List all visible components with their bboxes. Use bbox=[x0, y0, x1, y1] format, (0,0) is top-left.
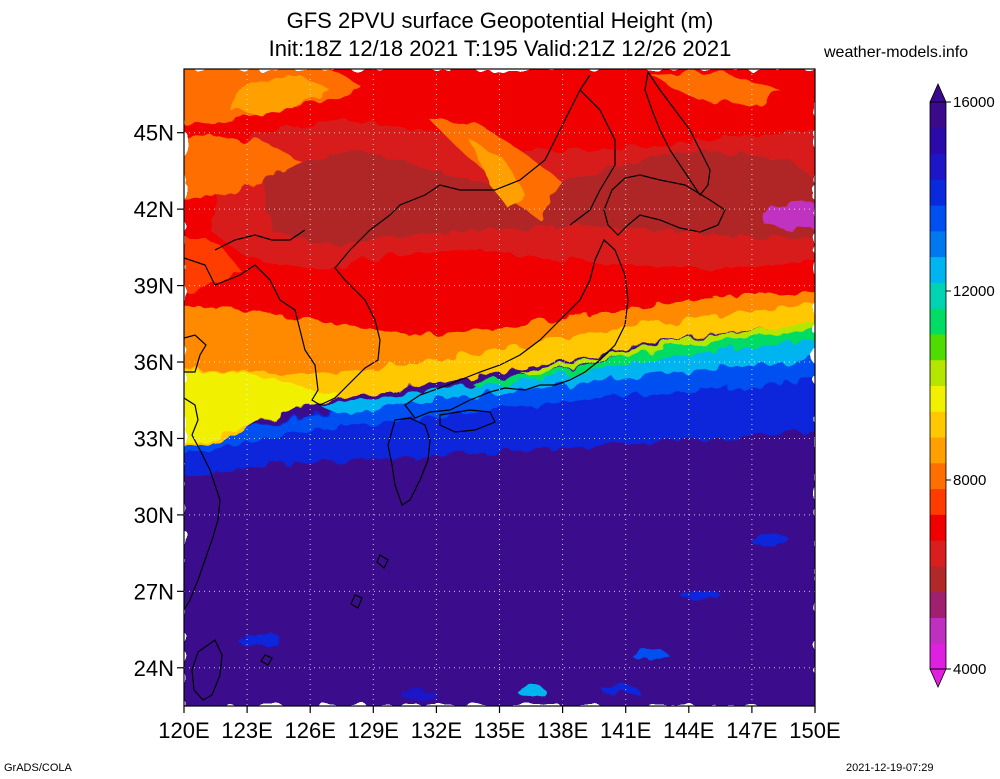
longitude-axis: 120E 123E 126E 129E 132E 135E 138E 141E 144E 147E… bbox=[158, 706, 841, 743]
colorbar-label: 12000 bbox=[953, 283, 995, 300]
lat-tick-label: 36N bbox=[134, 350, 174, 375]
colorbar-swatch bbox=[930, 540, 946, 567]
footer-software: GrADS/COLA bbox=[4, 762, 72, 774]
lon-tick-label: 135E bbox=[474, 718, 525, 743]
colorbar-swatch bbox=[930, 591, 946, 618]
grid-lines bbox=[184, 69, 815, 706]
colorbar-arrow-bottom bbox=[929, 668, 947, 688]
lat-tick-label: 27N bbox=[134, 579, 174, 604]
coastlines bbox=[184, 70, 726, 701]
colorbar-label: 16000 bbox=[953, 94, 995, 111]
colorbar-swatch bbox=[930, 385, 946, 412]
chart-title: GFS 2PVU surface Geopotential Height (m) bbox=[286, 8, 714, 33]
lat-tick-label: 30N bbox=[134, 503, 174, 528]
colorbar-label: 4000 bbox=[953, 661, 986, 678]
lon-tick-label: 123E bbox=[221, 718, 272, 743]
lat-tick-label: 24N bbox=[134, 656, 174, 681]
colorbar-swatch bbox=[930, 205, 946, 232]
lat-tick-label: 33N bbox=[134, 426, 174, 451]
colorbar-swatch bbox=[930, 488, 946, 515]
colorbar-label: 8000 bbox=[953, 472, 986, 489]
lon-tick-label: 120E bbox=[158, 718, 209, 743]
chart-subtitle: Init:18Z 12/18 2021 T:195 Valid:21Z 12/2… bbox=[268, 36, 732, 61]
colorbar-swatch bbox=[930, 617, 946, 644]
colorbar-swatch bbox=[930, 565, 946, 593]
colorbar: 16000 12000 8000 4000 bbox=[929, 83, 995, 688]
colorbar-swatch bbox=[930, 256, 946, 283]
colorbar-swatch bbox=[930, 308, 946, 335]
footer-timestamp: 2021-12-19-07:29 bbox=[846, 762, 934, 774]
colorbar-swatch bbox=[930, 359, 946, 386]
lon-tick-label: 129E bbox=[348, 718, 399, 743]
colorbar-swatch bbox=[930, 230, 946, 258]
lon-tick-label: 126E bbox=[285, 718, 336, 743]
colorbar-arrow-top bbox=[929, 83, 947, 103]
lon-tick-label: 150E bbox=[789, 718, 840, 743]
lat-tick-label: 39N bbox=[134, 274, 174, 299]
colorbar-frame bbox=[929, 101, 947, 670]
colorbar-swatch bbox=[930, 643, 946, 670]
field-layer bbox=[184, 69, 815, 706]
lon-tick-label: 138E bbox=[537, 718, 588, 743]
colorbar-swatch bbox=[930, 153, 946, 180]
colorbar-swatch bbox=[930, 127, 946, 155]
lon-tick-label: 132E bbox=[411, 718, 462, 743]
lat-tick-label: 42N bbox=[134, 197, 174, 222]
colorbar-swatch bbox=[930, 282, 946, 309]
colorbar-swatch bbox=[930, 411, 946, 438]
site-label: weather-models.info bbox=[824, 44, 969, 61]
lon-tick-label: 141E bbox=[600, 718, 651, 743]
lon-tick-label: 144E bbox=[663, 718, 714, 743]
colorbar-swatch bbox=[930, 437, 946, 464]
lat-tick-label: 45N bbox=[134, 121, 174, 146]
colorbar-swatch bbox=[930, 514, 946, 541]
colorbar-swatch bbox=[930, 102, 946, 129]
colorbar-swatch bbox=[930, 179, 946, 206]
lon-tick-label: 147E bbox=[726, 718, 777, 743]
latitude-axis: 45N 42N 39N 36N 33N 30N 27N 24N bbox=[134, 121, 184, 681]
colorbar-swatch bbox=[930, 462, 946, 490]
colorbar-swatch bbox=[930, 333, 946, 361]
